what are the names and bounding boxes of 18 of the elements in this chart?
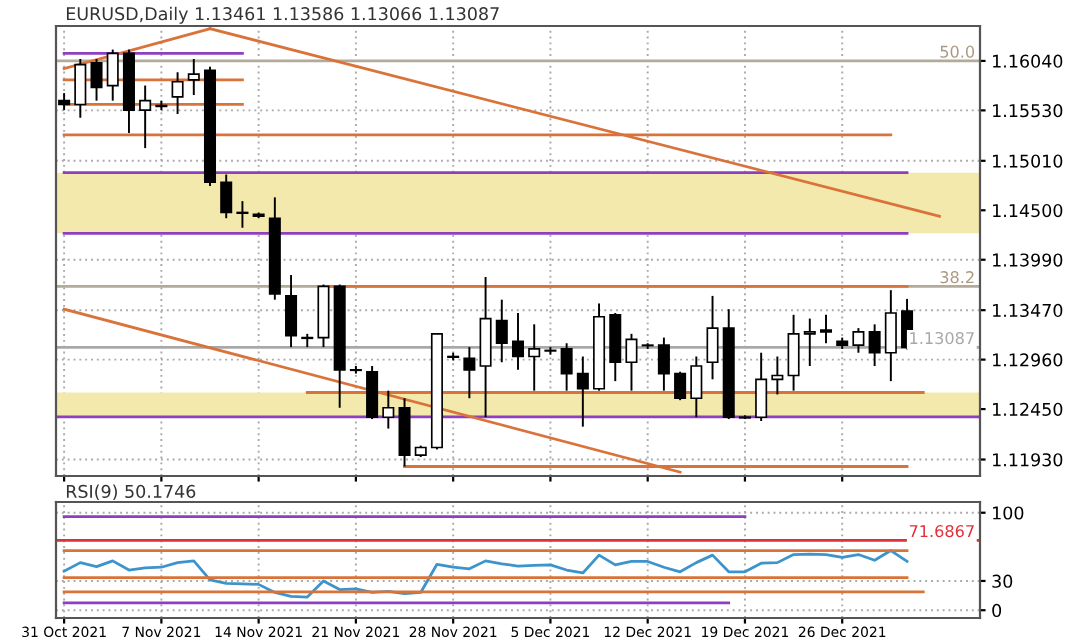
y-tick-label: 1.16040 [993,54,1063,68]
y-tick-label: 30 [992,574,1013,588]
chart-title: EURUSD,Daily 1.13461 1.13586 1.13066 1.13087 [66,6,499,24]
ref-line-label: 71.6867 [909,525,974,538]
y-tick-label: 1.12960 [993,353,1063,367]
annotation: 50.0 [940,45,975,58]
chart-title: RSI(9) 50.1746 [66,484,196,501]
y-tick-label: 1.11930 [993,453,1063,467]
y-tick-label: 1.13470 [993,303,1063,318]
y-tick-label: 1.15530 [993,104,1063,118]
y-tick-label: 1.12450 [993,402,1063,416]
y-tick-label: 1.15010 [993,154,1063,168]
y-tick-label: 1.14500 [993,203,1063,218]
y-tick-label: 0 [992,603,1002,618]
annotation: 38.2 [940,271,974,284]
y-tick-label: 1.13990 [993,253,1063,267]
y-tick-label: 100 [993,506,1024,520]
ref-line-label: 1.13087 [910,332,974,345]
